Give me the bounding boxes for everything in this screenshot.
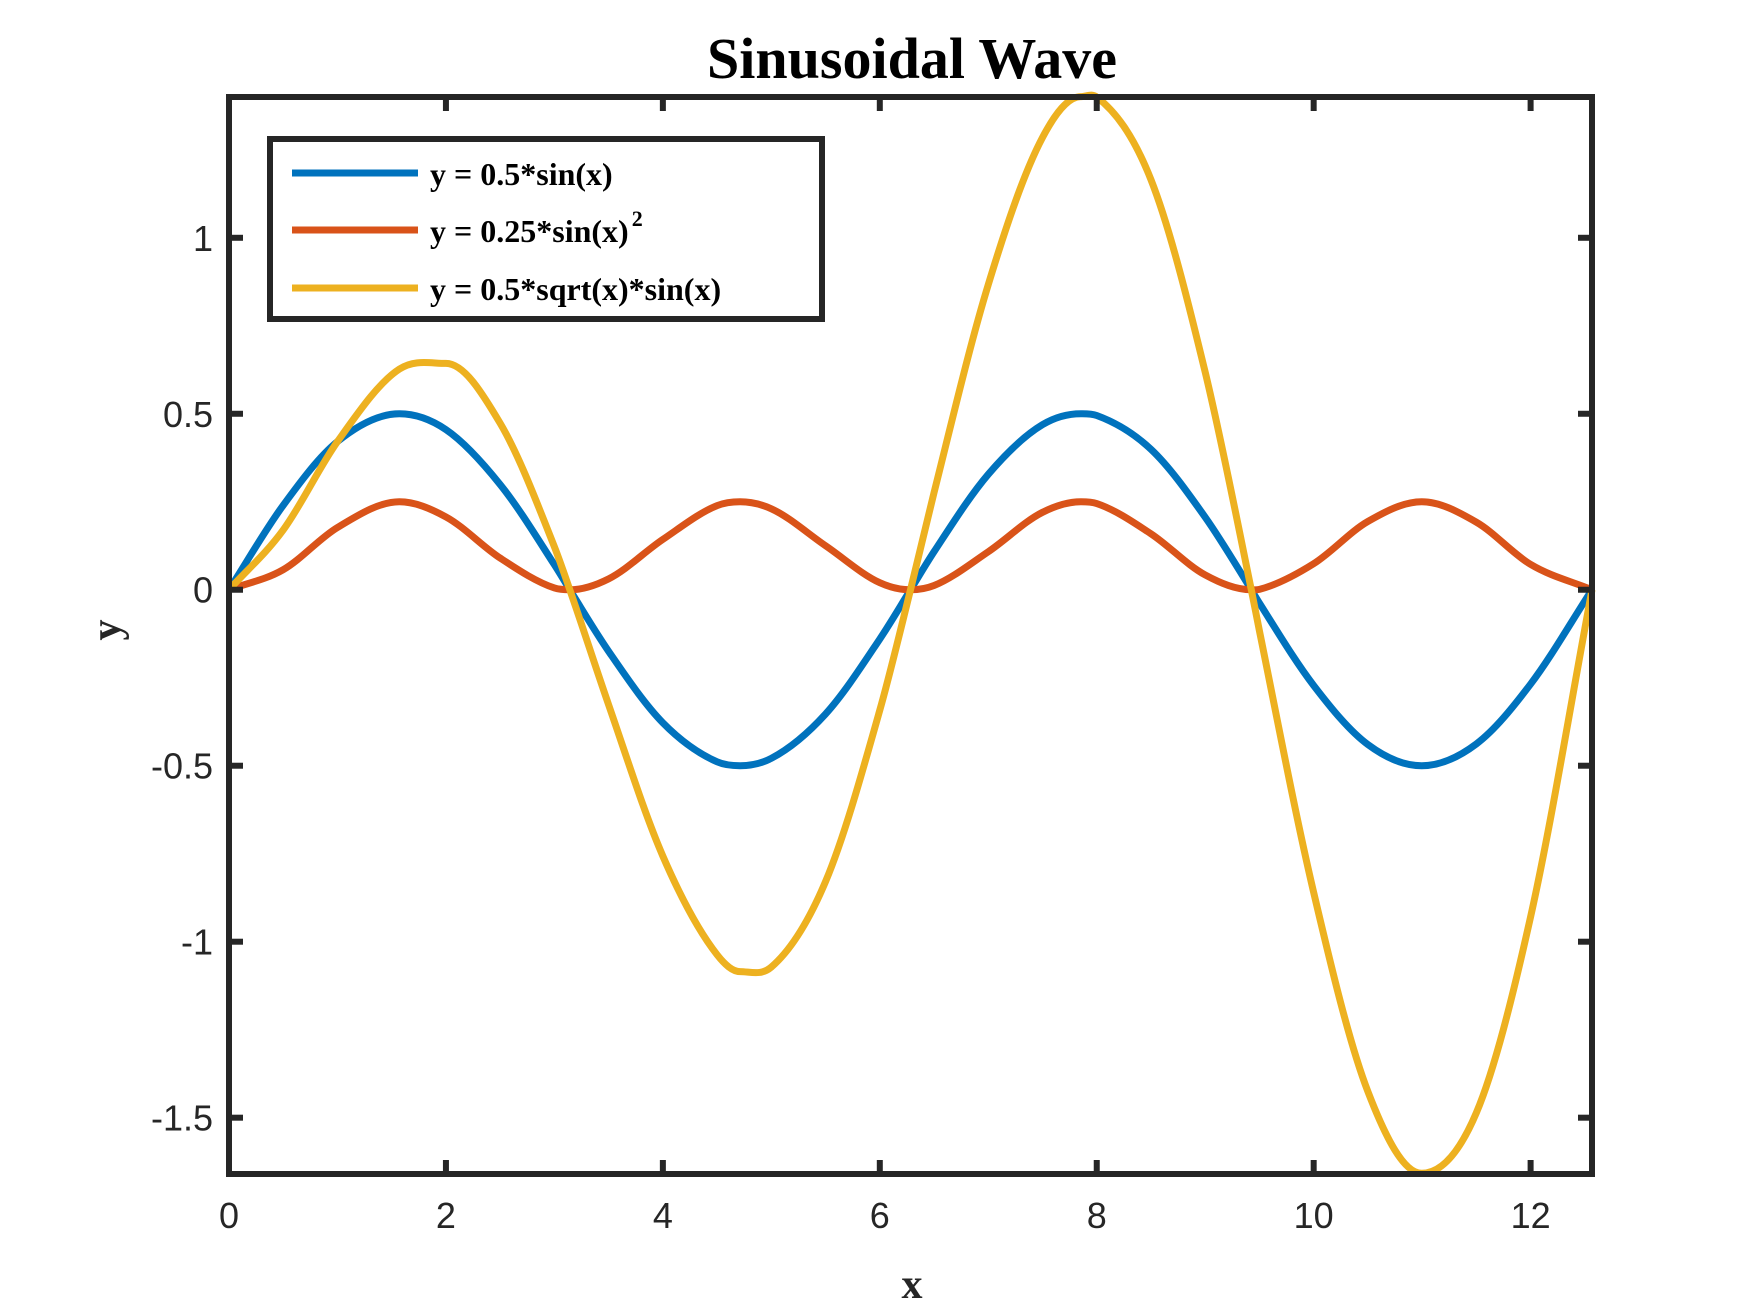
legend: y = 0.5*sin(x) y = 0.25*sin(x) 2 y = 0.5*sq…	[267, 136, 825, 322]
x-tick-label: 8	[1087, 1195, 1107, 1236]
legend-label-1: y = 0.5*sin(x)	[430, 156, 613, 192]
y-tick-label: -1	[181, 922, 213, 963]
legend-label-3: y = 0.5*sqrt(x)*sin(x)	[430, 271, 721, 307]
y-tick-label: 0.5	[163, 394, 213, 435]
y-tick-label: 1	[193, 218, 213, 259]
ticks: 0 2 4 6 8 10 12 -1.5 -1 -0.5 0 0.5 1	[151, 97, 1592, 1236]
chart-title: Sinusoidal Wave	[707, 26, 1117, 91]
y-tick-label: -1.5	[151, 1098, 213, 1139]
x-tick-label: 2	[436, 1195, 456, 1236]
legend-superscript: 2	[632, 206, 643, 231]
series-line-3	[226, 91, 1596, 1177]
x-tick-label: 12	[1511, 1195, 1551, 1236]
y-tick-label: 0	[193, 570, 213, 611]
axes	[226, 94, 1595, 1177]
legend-label-2: y = 0.25*sin(x) 2	[430, 206, 643, 249]
x-axis-label: x	[902, 1262, 923, 1308]
series-layer	[226, 91, 1596, 1177]
x-tick-label: 10	[1294, 1195, 1334, 1236]
axes-box	[226, 94, 1595, 1177]
y-axis-label: y	[84, 620, 130, 641]
x-tick-label: 6	[870, 1195, 890, 1236]
x-tick-label: 0	[219, 1195, 239, 1236]
y-tick-label: -0.5	[151, 746, 213, 787]
x-tick-label: 4	[653, 1195, 673, 1236]
